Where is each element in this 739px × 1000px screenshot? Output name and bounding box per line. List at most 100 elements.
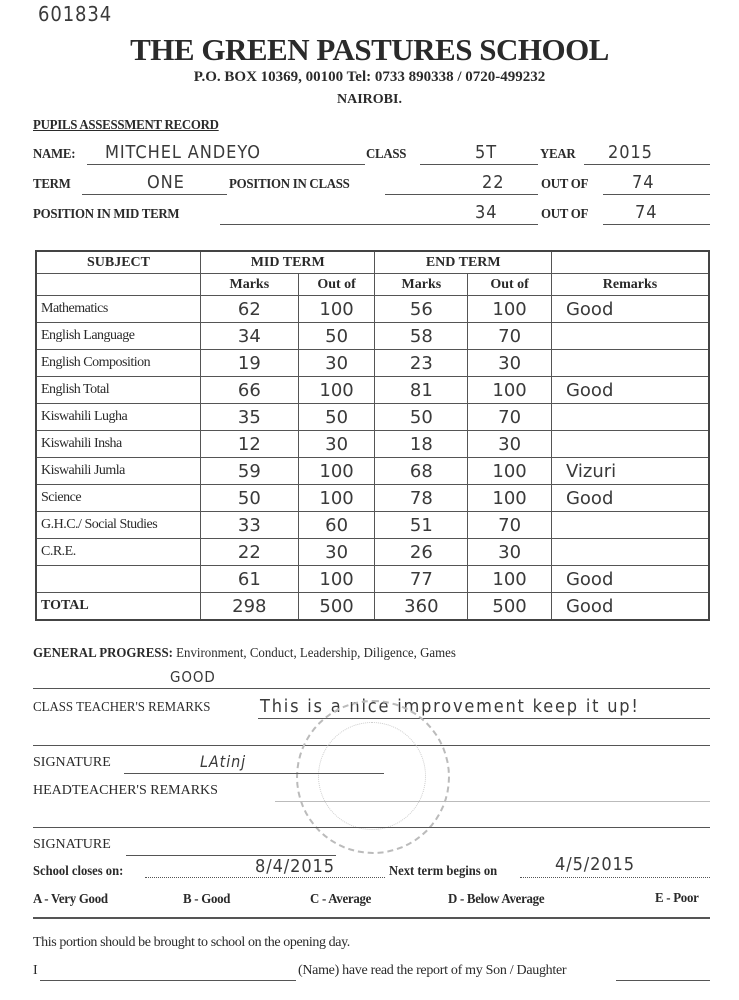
total-label: TOTAL (35, 592, 201, 621)
mid-marks-cell: 34 (237, 325, 261, 347)
pupil-name: MITCHEL ANDEYO (105, 142, 261, 163)
class-teacher-remarks: This is a nice improvement keep it up! (260, 696, 640, 717)
general-progress: GENERAL PROGRESS: Environment, Conduct, … (33, 646, 456, 662)
mid-out-of-label: OUT OF (541, 207, 589, 222)
mid-marks-cell: 61 (237, 568, 261, 590)
end-out-of-cell: 100 (492, 460, 527, 482)
end-out-of-cell: 100 (492, 568, 527, 590)
total-end-marks: 360 (404, 595, 439, 617)
remark-cell: Good (565, 487, 614, 509)
year-label: YEAR (540, 147, 576, 162)
header-end-term: END TERM (374, 250, 552, 274)
end-marks-cell: 26 (409, 541, 433, 563)
school-stamp (296, 700, 450, 854)
slip-name-text: (Name) have read the report of my Son / … (298, 963, 567, 978)
total-mid-out: 500 (319, 595, 354, 617)
mid-marks-cell: 12 (237, 433, 261, 455)
signature2-label: SIGNATURE (33, 837, 111, 852)
mid-out-of-value: 74 (635, 202, 658, 223)
end-out-of-cell: 100 (492, 298, 527, 320)
mid-position-label: POSITION IN MID TERM (33, 207, 180, 222)
table-row: C.R.E. 22 30 26 30 (35, 538, 710, 566)
class-label: CLASS (366, 147, 407, 162)
header-end-marks: Marks (374, 273, 469, 296)
term-label: TERM (33, 177, 71, 192)
school-address: P.O. BOX 10369, 00100 Tel: 0733 890338 /… (193, 69, 546, 85)
name-label: NAME: (33, 147, 76, 162)
table-row: 61 100 77 100 Good (35, 565, 710, 593)
mid-out-of-cell: 100 (319, 487, 354, 509)
next-term-label: Next term begins on (389, 864, 498, 879)
record-title: PUPILS ASSESSMENT RECORD (33, 118, 219, 133)
mid-marks-cell: 66 (237, 379, 261, 401)
subject-cell: Kiswahili Insha (35, 430, 201, 458)
subject-cell: Kiswahili Lugha (35, 403, 201, 431)
subject-cell: English Total (35, 376, 201, 404)
end-out-of-cell: 70 (498, 325, 522, 347)
grade-b: B - Good (183, 892, 231, 907)
end-out-of-cell: 70 (498, 406, 522, 428)
general-progress-value: GOOD (170, 668, 216, 686)
mid-out-of-cell: 50 (325, 325, 349, 347)
class-teacher-label: CLASS TEACHER'S REMARKS (33, 700, 211, 715)
total-end-out: 500 (492, 595, 527, 617)
end-marks-cell: 56 (409, 298, 433, 320)
year-value: 2015 (608, 142, 653, 163)
header-remarks: Remarks (550, 273, 710, 296)
tear-line (33, 917, 710, 919)
mid-marks-cell: 62 (237, 298, 261, 320)
end-marks-cell: 58 (409, 325, 433, 347)
end-marks-cell: 78 (409, 487, 433, 509)
remark-cell: Good (565, 298, 614, 320)
next-term-date: 4/5/2015 (555, 854, 635, 875)
subject-cell: Mathematics (35, 295, 201, 323)
header-subject: SUBJECT (35, 250, 201, 274)
grade-e: E - Poor (655, 891, 699, 906)
mid-out-of-cell: 60 (325, 514, 349, 536)
table-row: G.H.C./ Social Studies 33 60 51 70 (35, 511, 710, 539)
mid-marks-cell: 35 (237, 406, 261, 428)
school-closes-label: School closes on: (33, 864, 124, 879)
end-marks-cell: 23 (409, 352, 433, 374)
end-marks-cell: 51 (409, 514, 433, 536)
table-row: Kiswahili Jumla 59 100 68 100 Vizuri (35, 457, 710, 485)
position-label: POSITION IN CLASS (229, 177, 350, 192)
end-out-of-cell: 30 (498, 433, 522, 455)
header-mid-marks: Marks (199, 273, 299, 296)
remark-cell: Good (565, 379, 614, 401)
table-row: English Composition 19 30 23 30 (35, 349, 710, 377)
end-out-of-cell: 100 (492, 487, 527, 509)
mid-marks-cell: 19 (237, 352, 261, 374)
end-marks-cell: 18 (409, 433, 433, 455)
school-city: NAIROBI. (337, 92, 402, 107)
table-row: Science 50 100 78 100 Good (35, 484, 710, 512)
school-closes-date: 8/4/2015 (255, 856, 335, 877)
total-mid-marks: 298 (232, 595, 267, 617)
subject-cell: Kiswahili Jumla (35, 457, 201, 485)
signature-label: SIGNATURE (33, 755, 111, 770)
mid-out-of-cell: 100 (319, 460, 354, 482)
mid-position-value: 34 (475, 202, 498, 223)
header-end-out-of: Out of (467, 273, 552, 296)
table-row: English Language 34 50 58 70 (35, 322, 710, 350)
subject-cell: C.R.E. (35, 538, 201, 566)
slip-note: This portion should be brought to school… (33, 935, 350, 950)
reference-number: 601834 (38, 2, 113, 26)
subject-cell: English Composition (35, 349, 201, 377)
end-marks-cell: 81 (409, 379, 433, 401)
general-progress-label: GENERAL PROGRESS: (33, 646, 173, 661)
subject-cell: G.H.C./ Social Studies (35, 511, 201, 539)
total-row: TOTAL 298 500 360 500 Good (35, 592, 710, 621)
teacher-signature: LAtinj (200, 752, 247, 771)
end-out-of-cell: 100 (492, 379, 527, 401)
class-value: 5T (475, 142, 498, 163)
subject-cell: English Language (35, 322, 201, 350)
general-progress-items: Environment, Conduct, Leadership, Dilige… (176, 646, 456, 661)
mid-marks-cell: 50 (237, 487, 261, 509)
table-row: English Total 66 100 81 100 Good (35, 376, 710, 404)
out-of-value: 74 (632, 172, 655, 193)
end-out-of-cell: 30 (498, 352, 522, 374)
school-name: THE GREEN PASTURES SCHOOL (130, 32, 609, 67)
mid-out-of-cell: 30 (325, 352, 349, 374)
remark-cell: Vizuri (565, 460, 617, 482)
